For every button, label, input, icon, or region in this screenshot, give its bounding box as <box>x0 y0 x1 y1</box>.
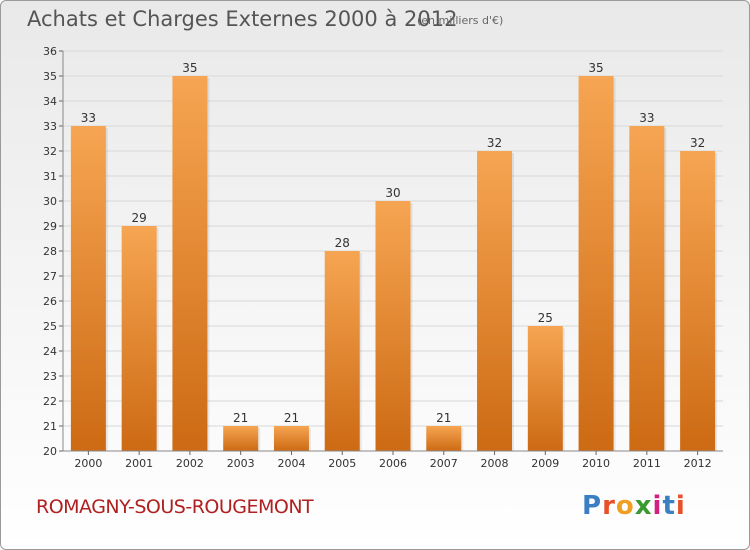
y-tick-label: 32 <box>43 145 57 158</box>
x-tick-label: 2009 <box>531 457 559 470</box>
bar <box>375 201 411 451</box>
data-label: 32 <box>487 136 502 150</box>
bar <box>121 226 157 451</box>
data-label: 35 <box>182 61 197 75</box>
y-tick-label: 29 <box>43 220 57 233</box>
logo-letter: P <box>582 491 603 521</box>
bar <box>527 326 563 451</box>
logo-letter: r <box>602 491 616 521</box>
y-tick-label: 31 <box>43 170 57 183</box>
y-tick-label: 33 <box>43 120 57 133</box>
y-tick-label: 30 <box>43 195 57 208</box>
chart-subtitle: (en milliers d'€) <box>417 14 504 27</box>
y-tick-label: 36 <box>43 45 57 58</box>
bar <box>70 126 106 451</box>
data-label: 33 <box>639 111 654 125</box>
proxiti-logo: Proxiti <box>582 491 686 521</box>
y-tick-label: 27 <box>43 270 57 283</box>
x-tick-label: 2006 <box>379 457 407 470</box>
data-label: 21 <box>436 411 451 425</box>
y-tick-label: 35 <box>43 70 57 83</box>
x-tick-label: 2003 <box>227 457 255 470</box>
y-tick-label: 34 <box>43 95 57 108</box>
data-label: 29 <box>132 211 147 225</box>
y-tick-label: 25 <box>43 320 57 333</box>
data-label: 21 <box>284 411 299 425</box>
logo-letter: t <box>662 491 676 521</box>
bar <box>324 251 360 451</box>
data-label: 30 <box>385 186 400 200</box>
data-label: 33 <box>81 111 96 125</box>
y-tick-label: 26 <box>43 295 57 308</box>
bar <box>426 426 462 451</box>
x-tick-label: 2008 <box>481 457 509 470</box>
bar <box>223 426 259 451</box>
y-tick-label: 24 <box>43 345 57 358</box>
data-label: 28 <box>335 236 350 250</box>
y-tick-label: 21 <box>43 420 57 433</box>
data-label: 35 <box>588 61 603 75</box>
bar <box>680 151 716 451</box>
bar <box>273 426 309 451</box>
x-tick-label: 2002 <box>176 457 204 470</box>
x-tick-label: 2011 <box>633 457 661 470</box>
bar <box>172 76 208 451</box>
y-tick-label: 22 <box>43 395 57 408</box>
bar <box>578 76 614 451</box>
bar <box>629 126 665 451</box>
x-tick-label: 2010 <box>582 457 610 470</box>
x-tick-label: 2005 <box>328 457 356 470</box>
y-tick-label: 28 <box>43 245 57 258</box>
chart-title: Achats et Charges Externes 2000 à 2012 <box>27 7 458 31</box>
logo-letter: i <box>675 491 686 521</box>
bar <box>477 151 513 451</box>
bars <box>70 76 718 451</box>
commune-name: ROMAGNY-SOUS-ROUGEMONT <box>36 496 314 518</box>
x-tick-label: 2004 <box>277 457 305 470</box>
data-label: 25 <box>538 311 553 325</box>
logo-letter: i <box>652 491 663 521</box>
axes: 20 21 22 23 24 25 26 27 28 29 30 31 32 33 34 35 36 2000 20… <box>43 45 723 470</box>
logo-letter: x <box>634 491 653 521</box>
x-tick-label: 2007 <box>430 457 458 470</box>
x-tick-label: 2001 <box>125 457 153 470</box>
data-label: 21 <box>233 411 248 425</box>
x-tick-label: 2012 <box>684 457 712 470</box>
y-tick-label: 23 <box>43 370 57 383</box>
data-labels: 33 29 35 21 21 28 30 21 32 25 35 33 32 <box>81 61 706 425</box>
logo-letter: o <box>615 491 635 521</box>
data-label: 32 <box>690 136 705 150</box>
x-tick-label: 2000 <box>74 457 102 470</box>
y-tick-label: 20 <box>43 445 57 458</box>
